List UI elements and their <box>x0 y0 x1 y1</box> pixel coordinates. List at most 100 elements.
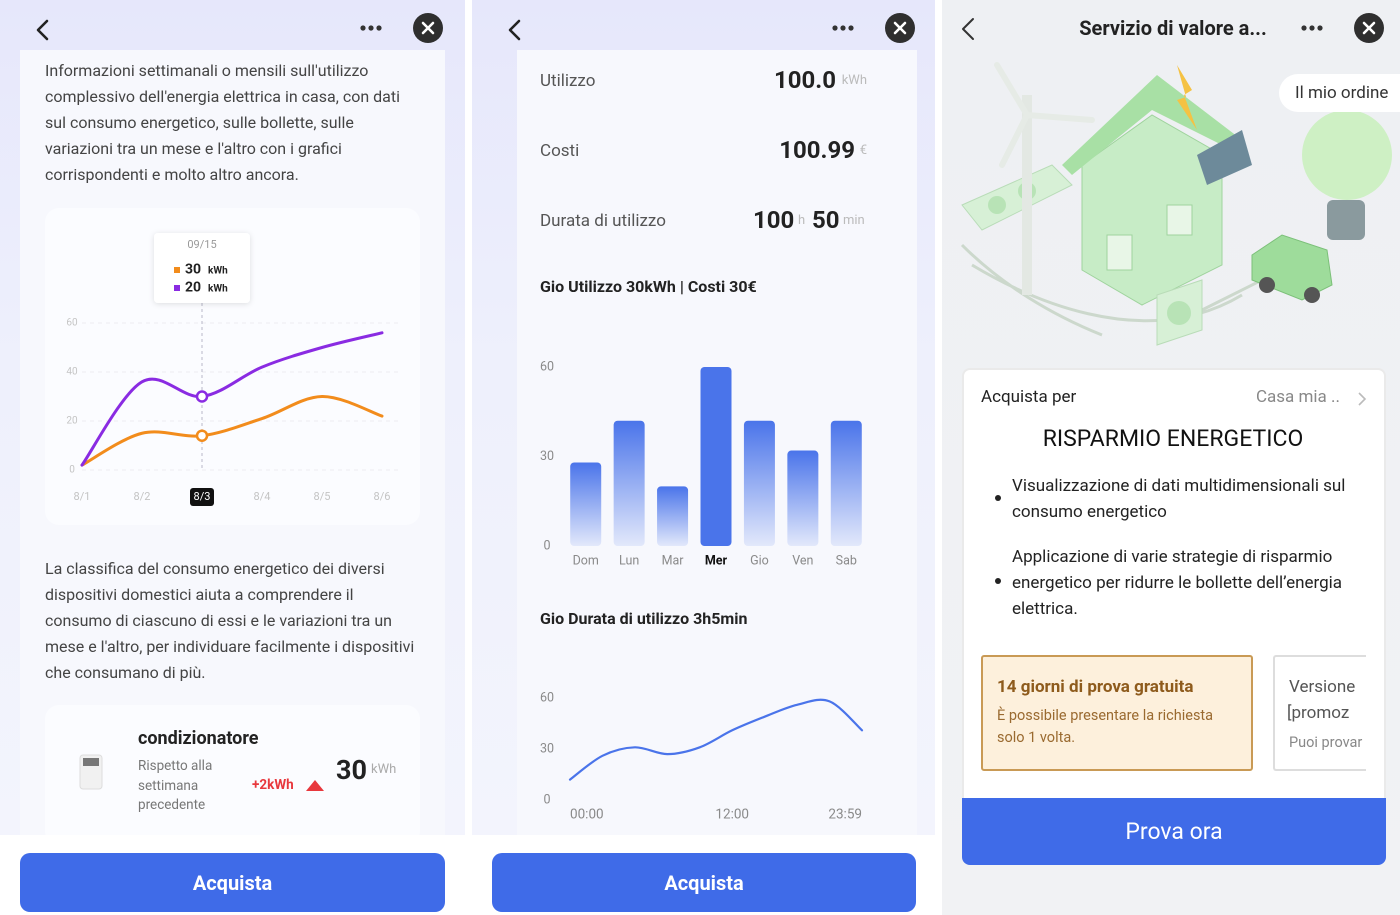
buy-button[interactable]: Acquista <box>20 853 445 912</box>
plan-note: Puoi provar <box>1289 734 1363 751</box>
order-link[interactable]: Il mio ordine <box>1279 74 1400 112</box>
duration-label: Durata di utilizzo <box>540 211 666 231</box>
plan-note: È possibile presentare la richiesta solo… <box>997 707 1214 746</box>
bar <box>700 367 732 546</box>
chart-title: Gio Utilizzo 30kWh | Costi 30€ <box>540 277 757 296</box>
x-tick-label: 12:00 <box>715 807 749 823</box>
stat-label: Utilizzo <box>540 71 596 91</box>
y-tick-label: 30 <box>540 449 554 464</box>
more-button[interactable] <box>830 20 858 36</box>
x-tick-label: Lun <box>619 553 639 568</box>
line-series <box>80 331 384 467</box>
close-button[interactable] <box>884 12 916 44</box>
duration-hours: 100 <box>753 206 795 234</box>
increase-icon <box>306 780 324 791</box>
device-comparison: Rispetto alla settimana precedente <box>138 758 213 813</box>
duration-minutes-unit: min <box>843 213 865 228</box>
stat-unit: € <box>859 143 867 158</box>
stat-value: 100.99 <box>779 136 855 164</box>
feature: Visualizzazione di dati multidimensional… <box>1012 476 1346 522</box>
y-tick-label: 20 <box>66 416 78 427</box>
tooltip-date: 09/15 <box>187 238 216 251</box>
x-tick-label: 8/3 <box>194 490 211 503</box>
close-button[interactable] <box>412 12 444 44</box>
x-tick-label: 8/1 <box>74 490 91 503</box>
more-button[interactable] <box>1299 20 1327 36</box>
product-title: RISPARMIO ENERGETICO <box>1042 425 1304 452</box>
y-tick-label: 60 <box>540 690 554 705</box>
chevron <box>1358 392 1367 406</box>
x-tick-label: 8/4 <box>254 490 271 503</box>
stat-label: Costi <box>540 141 580 161</box>
x-tick-label: Gio <box>750 553 769 568</box>
plan-title: Versione <box>1289 677 1356 697</box>
x-tick-label: 00:00 <box>570 807 604 823</box>
panel-service: Servizio di valore a... Il mio ordine Ac… <box>942 0 1400 915</box>
buy-button[interactable]: Acquista <box>492 853 916 912</box>
line-series <box>568 698 864 781</box>
x-tick-label: Mer <box>705 553 728 568</box>
plan-title: 14 giorni di prova gratuita <box>997 677 1194 697</box>
y-tick-label: 60 <box>66 318 78 329</box>
bar <box>743 420 775 546</box>
page-title: Servizio di valore a... <box>1079 16 1267 40</box>
device-card <box>45 705 420 845</box>
chart-title: Gio Durata di utilizzo 3h5min <box>540 609 748 628</box>
x-tick-label: Ven <box>792 553 813 568</box>
try-button[interactable]: Prova ora <box>962 798 1386 865</box>
description: Informazioni settimanali o mensili sull'… <box>45 61 400 184</box>
device-name: condizionatore <box>138 728 259 749</box>
tooltip-value: 30 <box>185 262 201 278</box>
close-button[interactable] <box>1353 12 1385 44</box>
duration-minutes: 50 <box>812 206 840 234</box>
y-tick-label: 0 <box>69 465 75 476</box>
more-button[interactable] <box>358 20 386 36</box>
point-marker <box>195 390 209 403</box>
y-tick-label: 0 <box>543 792 550 807</box>
y-tick-label: 0 <box>543 538 550 553</box>
y-tick-label: 40 <box>66 367 78 378</box>
bar <box>787 450 819 546</box>
tooltip-value: 20 <box>185 280 201 296</box>
x-tick-label: 8/2 <box>134 490 151 503</box>
bullets <box>995 495 1001 584</box>
device-unit: kWh <box>371 762 397 777</box>
home-selector[interactable]: Casa mia .. <box>1255 387 1340 407</box>
plan-card[interactable]: Versione [promoz Puoi provar <box>1273 655 1366 771</box>
bar <box>570 462 602 546</box>
stat-value: 100.0 <box>773 66 836 94</box>
x-tick-label: Sab <box>836 553 857 568</box>
y-tick-label: 60 <box>540 359 554 374</box>
ranking-text: La classifica del consumo energetico dei… <box>45 559 415 682</box>
plan-subtitle: [promoz <box>1287 703 1350 723</box>
stat-unit: kWh <box>841 73 867 88</box>
device-change: +2kWh <box>252 777 294 793</box>
x-tick-label: Mar <box>662 553 685 568</box>
line-series <box>80 394 384 467</box>
bar <box>657 486 689 546</box>
illustration <box>960 62 1392 346</box>
x-tick-label: 8/5 <box>314 490 331 503</box>
x-tick-label: 23:59 <box>828 807 862 823</box>
tooltip-unit: kWh <box>208 266 228 277</box>
bar <box>613 420 645 546</box>
panel-usage: Informazioni settimanali o mensili sull'… <box>0 0 465 915</box>
buy-for-label: Acquista per <box>981 387 1077 407</box>
feature: Applicazione di varie strategie di rispa… <box>1012 547 1343 619</box>
duration-hours-unit: h <box>798 213 806 228</box>
tooltip-swatch <box>174 267 180 273</box>
x-tick-label: 8/6 <box>374 490 391 503</box>
x-tick-highlight <box>190 488 214 506</box>
bar <box>830 420 862 546</box>
x-tick-label: Dom <box>573 553 599 568</box>
back-button[interactable] <box>502 16 528 44</box>
device-value: 30 <box>336 754 367 786</box>
back-button[interactable] <box>956 15 980 43</box>
back-button[interactable] <box>30 16 56 44</box>
point-marker <box>195 429 209 442</box>
tooltip-swatch <box>174 285 180 291</box>
plan-card-selected[interactable] <box>981 655 1253 771</box>
device-icon <box>79 754 103 790</box>
